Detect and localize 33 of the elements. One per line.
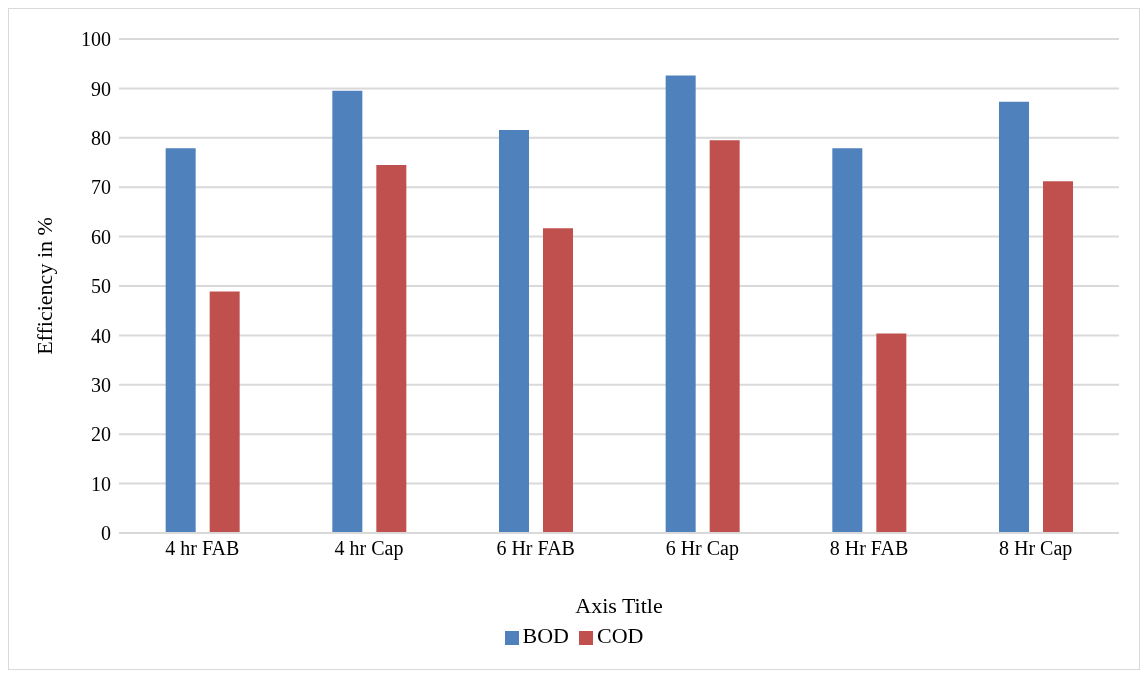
bar: [376, 164, 407, 533]
bar: [832, 148, 863, 533]
legend-label: COD: [597, 623, 644, 648]
bar: [209, 291, 240, 533]
y-tick-label: 70: [91, 176, 111, 199]
bar: [499, 129, 529, 533]
y-tick-label: 50: [91, 275, 111, 298]
y-tick-label: 80: [91, 126, 111, 149]
x-tick-label: 6 Hr FAB: [496, 537, 575, 560]
bar: [1043, 181, 1073, 533]
x-tick-label: 8 Hr Cap: [999, 537, 1073, 561]
y-tick-label: 10: [91, 472, 111, 495]
x-tick-label: 8 Hr FAB: [829, 537, 909, 560]
y-tick-label: 100: [81, 28, 111, 51]
y-tick-label: 40: [91, 324, 111, 347]
x-tick-label: 4 hr Cap: [334, 537, 404, 561]
bar: [876, 333, 907, 533]
bar: [332, 90, 363, 533]
bar: [665, 75, 696, 533]
y-tick-label: 30: [91, 373, 111, 396]
y-tick-label: 0: [101, 522, 111, 545]
y-axis-title: Efficiency in %: [31, 217, 57, 355]
bar: [709, 140, 740, 533]
bar: [543, 228, 573, 533]
x-axis-title: Axis Title: [575, 593, 663, 618]
y-tick-label: 20: [91, 423, 111, 446]
x-tick-label: 4 hr FAB: [165, 537, 240, 560]
bar: [165, 148, 196, 533]
legend-label: BOD: [522, 623, 569, 648]
y-tick-label: 90: [91, 77, 111, 100]
x-tick-label: 6 Hr Cap: [665, 537, 739, 561]
y-tick-label: 60: [91, 225, 111, 248]
bar: [999, 101, 1029, 533]
